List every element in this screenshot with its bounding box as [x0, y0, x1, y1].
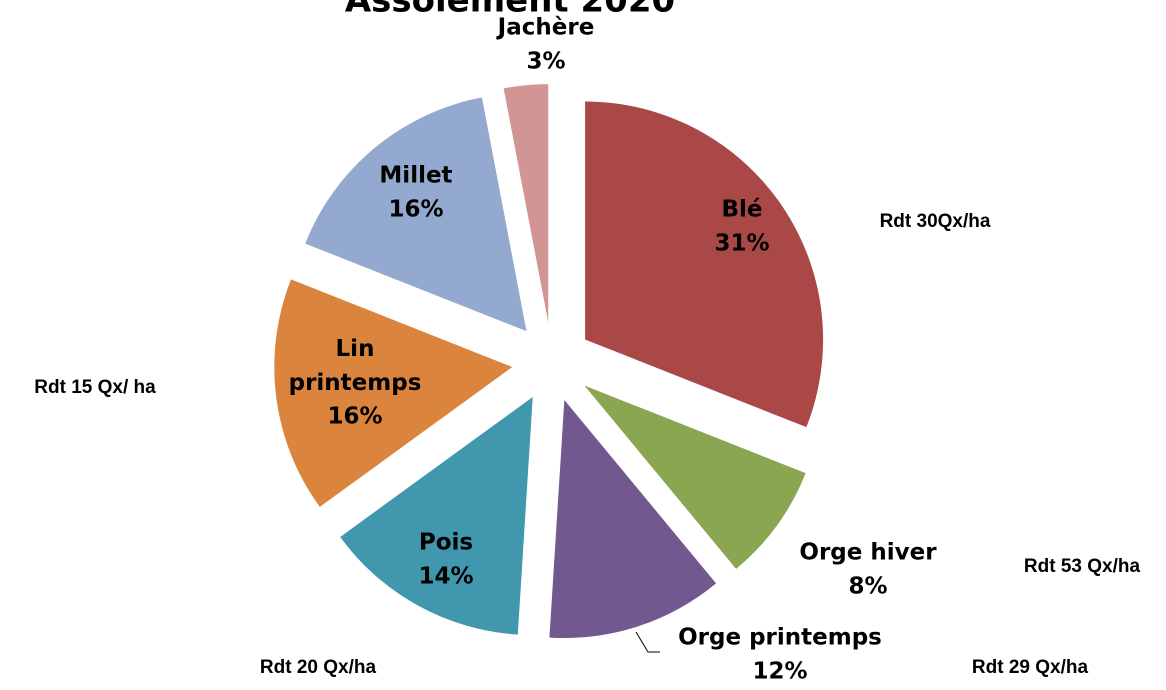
pie-slice	[549, 400, 717, 639]
slice-label: Jachère	[496, 15, 595, 41]
slice-label: Orge printemps	[678, 625, 882, 651]
slice-label: Blé	[721, 197, 762, 223]
slice-value: 31%	[714, 231, 769, 257]
slice-value: 16%	[327, 404, 382, 430]
slice-label: Millet	[379, 163, 452, 189]
slice-value: 12%	[752, 659, 807, 685]
slice-value: 8%	[848, 574, 887, 600]
slice-label: Orge hiver	[799, 540, 937, 566]
slice-value: 14%	[418, 564, 473, 590]
slice-value: 3%	[526, 49, 565, 75]
annotation: Rdt 53 Qx/ha	[1024, 556, 1141, 577]
slice-label: Lin printemps	[289, 336, 422, 396]
pie-slice	[340, 397, 533, 635]
slice-label: Pois	[419, 530, 473, 556]
pie-slice	[585, 101, 824, 428]
chart-title: Assolement 2020	[345, 0, 675, 21]
leader-line	[635, 631, 660, 653]
annotation: Rdt 20 Qx/ha	[260, 657, 377, 678]
pie-slice	[584, 385, 806, 569]
pie-slice	[274, 279, 513, 507]
annotation: Rdt 29 Qx/ha	[972, 657, 1089, 678]
pie-slice	[503, 84, 549, 323]
slice-value: 16%	[388, 197, 443, 223]
pie-slice	[305, 97, 527, 332]
annotation: Rdt 15 Qx/ ha	[34, 377, 156, 398]
annotation: Rdt 30Qx/ha	[880, 211, 991, 232]
